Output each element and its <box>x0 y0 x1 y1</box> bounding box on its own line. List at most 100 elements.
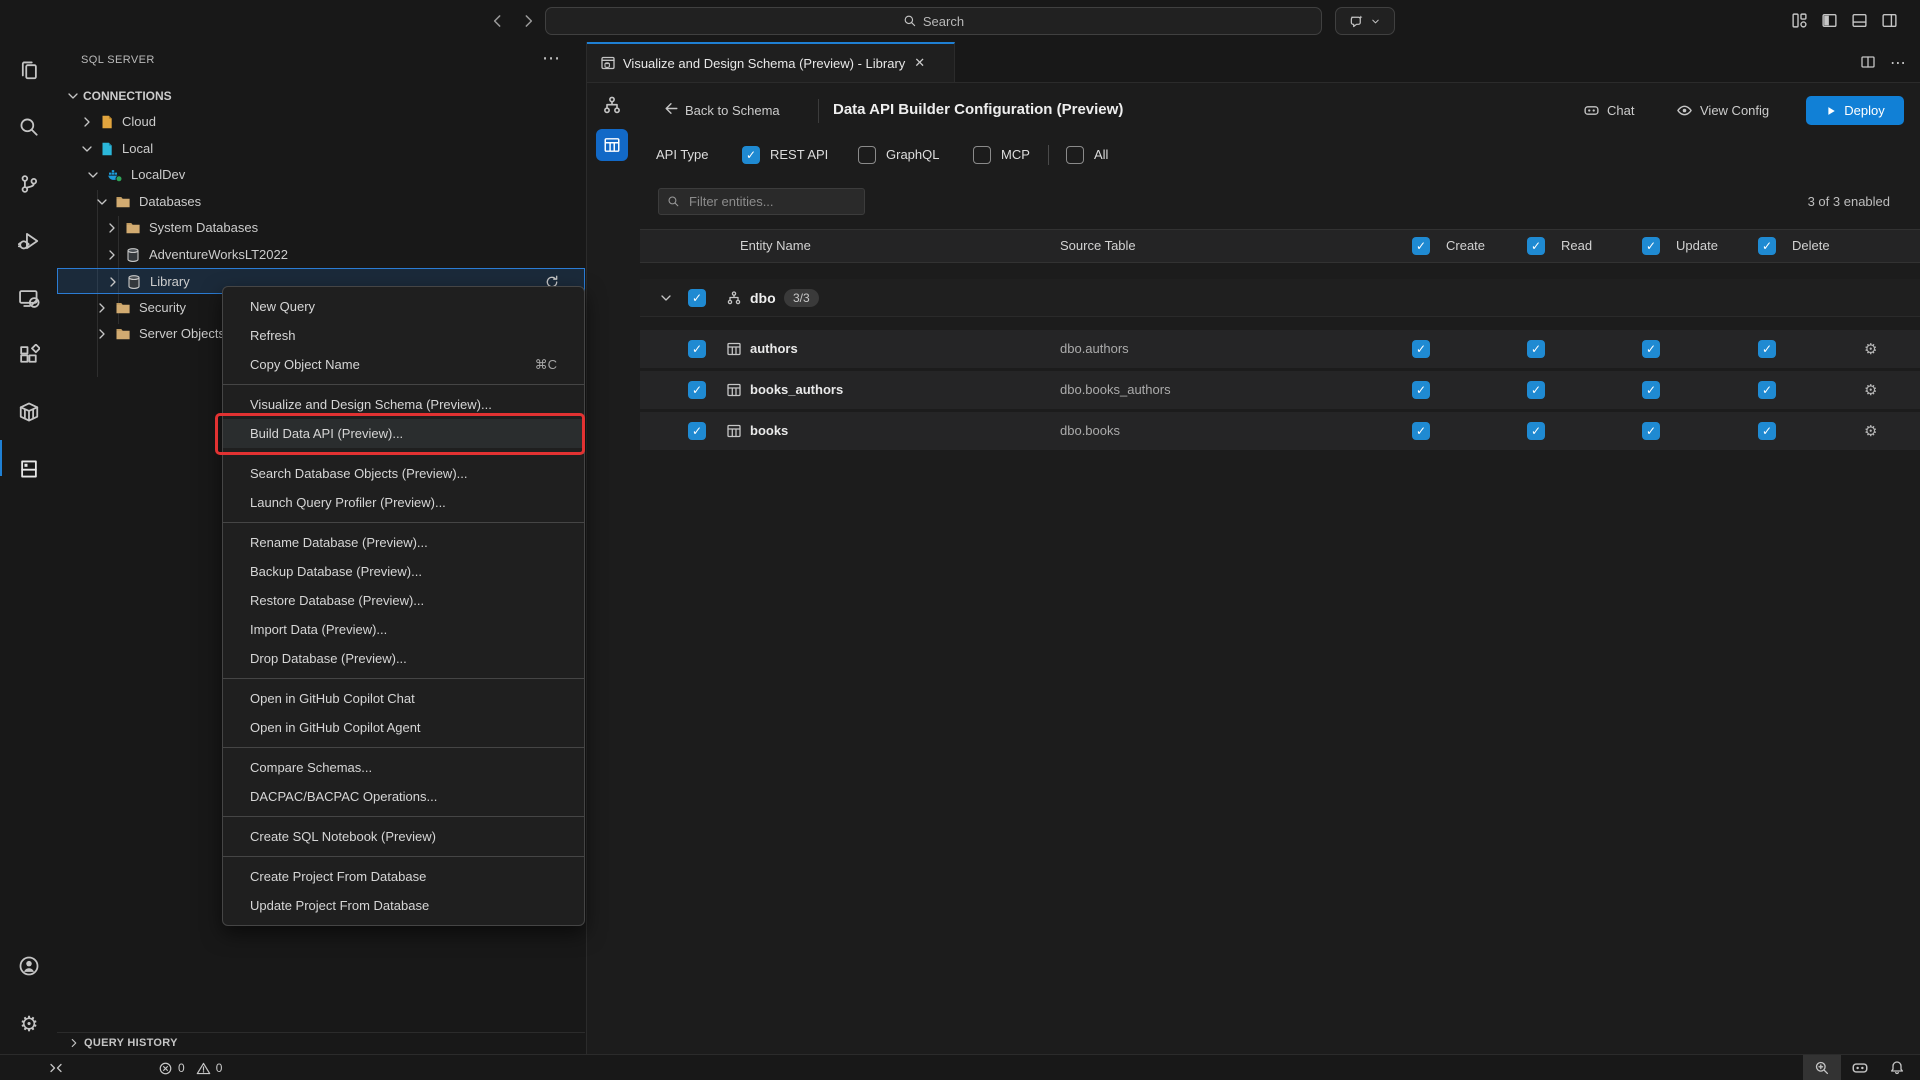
customize-layout-icon[interactable] <box>1791 12 1808 29</box>
create-checkbox[interactable]: ✓ <box>1412 340 1430 358</box>
source-control-icon[interactable] <box>17 172 41 196</box>
view-config-button[interactable]: View Config <box>1676 102 1769 119</box>
refresh-icon[interactable] <box>544 274 560 290</box>
menu-item-new-query[interactable]: New Query <box>250 299 316 314</box>
read-checkbox[interactable]: ✓ <box>1527 422 1545 440</box>
back-arrow-icon[interactable] <box>663 100 680 117</box>
explorer-icon[interactable] <box>17 58 41 82</box>
menu-item-update-project-from-database[interactable]: Update Project From Database <box>250 898 430 913</box>
copilot-status-icon[interactable] <box>1851 1055 1869 1080</box>
menu-item-launch-query-profiler[interactable]: Launch Query Profiler (Preview)... <box>250 495 446 510</box>
menu-item-search-database-objects[interactable]: Search Database Objects (Preview)... <box>250 466 468 481</box>
tree-item-cloud[interactable]: Cloud <box>57 109 585 135</box>
tree-item-localdev[interactable]: LocalDev <box>57 162 585 188</box>
row-settings-gear-icon[interactable]: ⚙ <box>1864 422 1878 440</box>
create-all-checkbox[interactable]: ✓ <box>1412 237 1430 255</box>
row-settings-gear-icon[interactable]: ⚙ <box>1864 340 1878 358</box>
menu-item-open-copilot-chat[interactable]: Open in GitHub Copilot Chat <box>250 691 415 706</box>
split-editor-icon[interactable] <box>1860 54 1876 70</box>
schema-group-row-dbo[interactable]: ✓ dbo 3/3 <box>640 279 1920 317</box>
update-all-checkbox[interactable]: ✓ <box>1642 237 1660 255</box>
entity-row-books-authors[interactable]: ✓ books_authors dbo.books_authors ✓ ✓ ✓ … <box>640 371 1920 409</box>
read-all-checkbox[interactable]: ✓ <box>1527 237 1545 255</box>
toggle-secondary-sidebar-icon[interactable] <box>1881 12 1898 29</box>
delete-checkbox[interactable]: ✓ <box>1758 381 1776 399</box>
copilot-chat-button[interactable] <box>1335 7 1395 35</box>
data-api-builder-view-tile[interactable] <box>596 129 628 161</box>
row-settings-gear-icon[interactable]: ⚙ <box>1864 381 1878 399</box>
menu-item-open-copilot-agent[interactable]: Open in GitHub Copilot Agent <box>250 720 421 735</box>
more-actions-icon[interactable]: ⋯ <box>542 48 560 69</box>
command-center-search[interactable]: Search <box>545 7 1322 35</box>
rest-api-checkbox[interactable]: ✓ <box>742 146 760 164</box>
menu-item-refresh[interactable]: Refresh <box>250 328 296 343</box>
tree-item-adventureworkslt2022[interactable]: AdventureWorksLT2022 <box>57 242 585 268</box>
menu-item-import-data[interactable]: Import Data (Preview)... <box>250 622 388 637</box>
delete-checkbox[interactable]: ✓ <box>1758 422 1776 440</box>
toggle-panel-icon[interactable] <box>1851 12 1868 29</box>
containers-icon[interactable] <box>17 400 41 424</box>
menu-item-compare-schemas[interactable]: Compare Schemas... <box>250 760 373 775</box>
entity-row-authors[interactable]: ✓ authors dbo.authors ✓ ✓ ✓ ✓ ⚙ <box>640 330 1920 368</box>
notifications-bell-icon[interactable] <box>1889 1055 1905 1080</box>
tree-item-local[interactable]: Local <box>57 136 585 162</box>
menu-item-restore-database[interactable]: Restore Database (Preview)... <box>250 593 425 608</box>
row-enabled-checkbox[interactable]: ✓ <box>688 340 706 358</box>
update-checkbox[interactable]: ✓ <box>1642 340 1660 358</box>
update-header: Update <box>1676 238 1718 253</box>
remote-indicator[interactable] <box>48 1055 64 1080</box>
search-view-icon[interactable] <box>17 115 41 139</box>
create-checkbox[interactable]: ✓ <box>1412 422 1430 440</box>
deploy-button[interactable]: Deploy <box>1806 96 1904 125</box>
read-checkbox[interactable]: ✓ <box>1527 340 1545 358</box>
menu-item-create-project-from-database[interactable]: Create Project From Database <box>250 869 427 884</box>
tree-item-server-objects[interactable]: Server Objects <box>57 321 585 347</box>
dbo-group-checkbox[interactable]: ✓ <box>688 289 706 307</box>
delete-all-checkbox[interactable]: ✓ <box>1758 237 1776 255</box>
menu-item-create-sql-notebook[interactable]: Create SQL Notebook (Preview) <box>250 829 436 844</box>
zoom-status-chip[interactable] <box>1803 1055 1841 1080</box>
menu-item-rename-database[interactable]: Rename Database (Preview)... <box>250 535 428 550</box>
nav-forward-button[interactable] <box>519 12 537 30</box>
toggle-primary-sidebar-icon[interactable] <box>1821 12 1838 29</box>
filter-entities-input[interactable] <box>687 193 851 210</box>
row-enabled-checkbox[interactable]: ✓ <box>688 422 706 440</box>
query-history-section[interactable]: QUERY HISTORY <box>57 1032 585 1054</box>
database-projects-icon[interactable] <box>17 457 41 481</box>
delete-checkbox[interactable]: ✓ <box>1758 340 1776 358</box>
all-checkbox[interactable] <box>1066 146 1084 164</box>
chat-button[interactable]: Chat <box>1583 102 1634 119</box>
schema-view-icon[interactable] <box>602 95 622 115</box>
entity-row-books[interactable]: ✓ books dbo.books ✓ ✓ ✓ ✓ ⚙ <box>640 412 1920 450</box>
close-tab-icon[interactable]: ✕ <box>914 55 926 71</box>
tree-section-connections[interactable]: CONNECTIONS <box>57 83 585 109</box>
settings-gear-icon[interactable]: ⚙ <box>19 1012 39 1036</box>
chevron-down-icon[interactable] <box>658 290 674 306</box>
menu-item-dacpac-bacpac[interactable]: DACPAC/BACPAC Operations... <box>250 789 438 804</box>
editor-more-actions-icon[interactable]: ⋯ <box>1890 52 1906 72</box>
sql-server-connections-icon[interactable] <box>17 286 41 310</box>
menu-item-build-data-api[interactable]: Build Data API (Preview)... <box>223 419 584 448</box>
row-enabled-checkbox[interactable]: ✓ <box>688 381 706 399</box>
problems-indicator[interactable]: 0 0 <box>158 1055 222 1080</box>
tree-item-system-databases[interactable]: System Databases <box>57 215 585 241</box>
extensions-icon[interactable] <box>17 343 41 367</box>
back-to-schema-button[interactable]: Back to Schema <box>685 103 780 118</box>
create-checkbox[interactable]: ✓ <box>1412 381 1430 399</box>
menu-item-drop-database[interactable]: Drop Database (Preview)... <box>250 651 407 666</box>
tree-item-security[interactable]: Security <box>57 295 585 321</box>
read-checkbox[interactable]: ✓ <box>1527 381 1545 399</box>
nav-back-button[interactable] <box>489 12 507 30</box>
graphql-checkbox[interactable] <box>858 146 876 164</box>
update-checkbox[interactable]: ✓ <box>1642 381 1660 399</box>
tab-visualize-design-schema[interactable]: Visualize and Design Schema (Preview) - … <box>587 42 955 82</box>
menu-item-copy-object-name[interactable]: Copy Object Name ⌘C <box>223 350 584 379</box>
menu-item-backup-database[interactable]: Backup Database (Preview)... <box>250 564 422 579</box>
menu-item-visualize-design-schema[interactable]: Visualize and Design Schema (Preview)... <box>250 397 492 412</box>
account-icon[interactable] <box>17 954 41 978</box>
mcp-checkbox[interactable] <box>973 146 991 164</box>
run-debug-icon[interactable] <box>17 229 41 253</box>
update-checkbox[interactable]: ✓ <box>1642 422 1660 440</box>
search-icon <box>903 14 917 28</box>
tree-item-databases[interactable]: Databases <box>57 189 585 215</box>
